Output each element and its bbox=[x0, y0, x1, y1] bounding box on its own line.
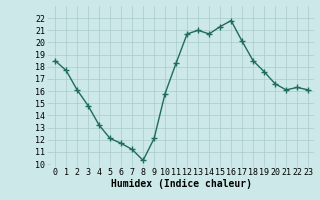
X-axis label: Humidex (Indice chaleur): Humidex (Indice chaleur) bbox=[111, 179, 252, 189]
